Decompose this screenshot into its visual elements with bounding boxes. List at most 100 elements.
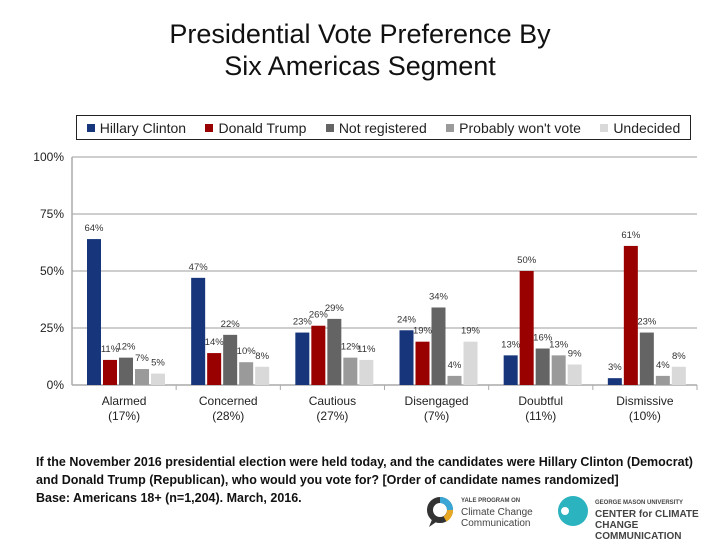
legend-swatch	[446, 123, 455, 132]
data-label: 47%	[189, 262, 209, 273]
legend-label: Probably won't vote	[459, 119, 581, 136]
data-label: 19%	[461, 326, 481, 337]
legend-swatch	[325, 123, 334, 132]
data-label: 8%	[255, 351, 269, 362]
data-label: 50%	[517, 255, 537, 266]
x-tick-label: Disengaged	[405, 394, 469, 408]
x-tick-label: Cautious	[309, 394, 356, 408]
data-label: 11%	[357, 344, 376, 355]
legend-swatch	[86, 123, 95, 132]
legend-item: Probably won't vote	[446, 120, 581, 136]
data-label: 10%	[237, 346, 257, 357]
legend-item: Hillary Clinton	[86, 119, 187, 136]
data-label: 14%	[205, 337, 225, 348]
bar-undecided	[463, 341, 478, 385]
yale-logo-text: YALE PROGRAM ON Climate Change Communica…	[461, 498, 533, 529]
bar-not-registered	[223, 334, 238, 385]
bar-hillary-clinton	[399, 330, 414, 385]
legend-swatch	[600, 123, 609, 132]
legend-label: Donald Trump	[218, 119, 307, 136]
legend-label: Undecided	[613, 119, 681, 136]
bar-donald-trump	[519, 271, 534, 385]
title-line-1: Presidential Vote Preference By	[169, 19, 551, 49]
y-tick-label: 0%	[47, 378, 65, 392]
y-tick-label: 50%	[40, 264, 64, 278]
legend-item: Donald Trump	[205, 120, 306, 136]
x-tick-sublabel: (11%)	[525, 409, 556, 423]
data-label: 3%	[608, 362, 622, 373]
bar-undecided	[567, 364, 582, 385]
data-label: 8%	[672, 351, 686, 362]
legend: Hillary Clinton Donald Trump Not registere…	[76, 115, 691, 140]
x-tick-label: Alarmed	[102, 394, 147, 408]
bar-donald-trump	[207, 353, 222, 385]
x-tick-label: Doubtful	[518, 394, 563, 408]
gmu-logo-icon	[558, 496, 588, 526]
bar-donald-trump	[415, 341, 430, 385]
bar-undecided	[151, 373, 165, 385]
legend-label: Hillary Clinton	[99, 119, 187, 136]
bar-not-registered	[119, 357, 133, 385]
bar-not-registered	[639, 332, 654, 385]
x-tick-label: Dismissive	[616, 394, 674, 408]
x-tick-sublabel: (28%)	[212, 409, 244, 423]
x-tick-sublabel: (10%)	[629, 409, 661, 423]
data-label: 16%	[533, 333, 553, 344]
y-tick-label: 100%	[33, 150, 64, 164]
data-label: 34%	[429, 291, 449, 302]
legend-swatch	[205, 123, 214, 132]
data-label: 13%	[549, 339, 569, 350]
bar-undecided	[671, 366, 686, 385]
bar-donald-trump	[103, 359, 117, 385]
data-label: 9%	[568, 348, 582, 359]
data-label: 4%	[656, 360, 670, 371]
bar-hillary-clinton	[87, 239, 101, 385]
footnote-question: If the November 2016 presidential electi…	[36, 455, 693, 487]
bar-not-registered	[327, 318, 342, 385]
chart-title: Presidential Vote Preference By Six Amer…	[0, 18, 720, 82]
footnote: If the November 2016 presidential electi…	[36, 453, 706, 507]
data-label: 23%	[293, 317, 313, 328]
bar-not-registered	[535, 348, 550, 385]
bar-probably-won-t-vote	[447, 375, 462, 385]
x-tick-sublabel: (7%)	[424, 409, 449, 423]
data-label: 22%	[221, 319, 241, 330]
x-tick-sublabel: (17%)	[108, 409, 140, 423]
data-label: 61%	[621, 230, 641, 241]
bar-donald-trump	[623, 245, 638, 385]
y-tick-label: 25%	[40, 321, 64, 335]
bar-probably-won-t-vote	[655, 375, 670, 385]
legend-label: Not registered	[338, 119, 427, 136]
data-label: 29%	[325, 303, 345, 314]
data-label: 7%	[135, 353, 149, 364]
bar-hillary-clinton	[607, 378, 622, 385]
bar-probably-won-t-vote	[239, 362, 254, 385]
data-label: 24%	[397, 314, 417, 325]
bar-undecided	[359, 359, 374, 385]
bar-probably-won-t-vote	[135, 369, 149, 385]
bar-not-registered	[431, 307, 446, 385]
bar-probably-won-t-vote	[551, 355, 566, 385]
bar-probably-won-t-vote	[343, 357, 358, 385]
legend-item: Undecided	[600, 120, 680, 136]
footnote-base: Base: Americans 18+ (n=1,204). March, 20…	[36, 491, 302, 505]
bar-hillary-clinton	[191, 277, 206, 385]
y-tick-label: 75%	[40, 207, 64, 221]
data-label: 13%	[501, 339, 521, 350]
x-tick-sublabel: (27%)	[316, 409, 348, 423]
data-label: 19%	[413, 326, 433, 337]
bar-undecided	[255, 366, 270, 385]
bar-hillary-clinton	[503, 355, 518, 385]
data-label: 12%	[341, 342, 361, 353]
title-line-2: Six Americas Segment	[224, 51, 496, 81]
data-label: 5%	[151, 358, 165, 369]
x-tick-label: Concerned	[199, 394, 258, 408]
logos: YALE PROGRAM ON Climate Change Communica…	[425, 490, 715, 540]
data-label: 4%	[448, 360, 462, 371]
data-label: 64%	[84, 223, 104, 234]
data-label: 11%	[101, 344, 120, 355]
data-label: 12%	[116, 342, 136, 353]
bar-donald-trump	[311, 325, 326, 385]
